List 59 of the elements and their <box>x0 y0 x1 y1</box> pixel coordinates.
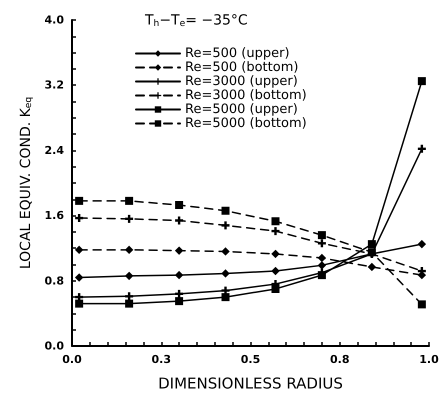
x-tick-label: 1.0 <box>419 353 440 366</box>
point <box>318 254 326 262</box>
point <box>75 196 84 205</box>
point <box>175 216 184 224</box>
point <box>125 246 134 254</box>
point <box>125 214 134 223</box>
point <box>318 261 326 270</box>
point <box>418 144 426 153</box>
point <box>175 201 184 210</box>
point <box>271 217 280 226</box>
point <box>175 297 184 306</box>
point <box>175 271 184 280</box>
y-tick-label: 0.8 <box>44 274 64 288</box>
point <box>418 240 426 248</box>
point <box>75 246 84 254</box>
y-tick-label: 0.0 <box>44 340 64 352</box>
point <box>222 206 230 215</box>
y-tick-label: 2.4 <box>44 144 64 157</box>
point <box>125 272 134 280</box>
x-tick-label: 0.0 <box>62 353 82 366</box>
point <box>175 246 184 255</box>
point <box>318 239 326 248</box>
point <box>271 284 280 293</box>
point <box>125 300 134 308</box>
point <box>222 221 230 230</box>
point <box>271 227 280 236</box>
point <box>125 196 134 205</box>
point <box>222 269 230 278</box>
x-tick-label: 0.3 <box>152 353 171 366</box>
point <box>271 267 280 276</box>
x-tick-label: 0.5 <box>240 353 260 366</box>
point <box>175 290 184 298</box>
point <box>318 271 326 280</box>
point <box>368 262 376 271</box>
legend-label: Re=3000 (bottom) <box>185 88 307 103</box>
legend-label: Re=5000 (bottom) <box>185 116 307 131</box>
point <box>418 300 426 308</box>
point <box>75 214 84 222</box>
point <box>222 247 230 256</box>
point <box>318 231 326 240</box>
point <box>75 274 84 282</box>
y-tick-label: 3.2 <box>44 78 64 92</box>
point <box>271 250 280 258</box>
point <box>125 292 134 300</box>
legend-label: Re=3000 (upper) <box>185 74 298 89</box>
point <box>368 248 376 256</box>
point <box>75 300 84 308</box>
legend-label: Re=500 (upper) <box>185 46 290 61</box>
legend-label: Re=500 (bottom) <box>185 60 298 75</box>
point <box>368 240 376 248</box>
x-axis-title: DIMENSIONLESS RADIUS <box>158 374 343 392</box>
point <box>418 77 426 86</box>
point <box>222 293 230 302</box>
y-axis-title: LOCAL EQUIV. COND. Keq <box>18 96 34 270</box>
y-tick-label: 1.6 <box>44 209 64 222</box>
y-tick-label: 4.0 <box>44 14 64 26</box>
x-tick-label: 0.8 <box>330 353 350 366</box>
legend-label: Re=5000 (upper) <box>185 102 298 117</box>
chart-title: Th−Te= −35°C <box>144 12 248 29</box>
